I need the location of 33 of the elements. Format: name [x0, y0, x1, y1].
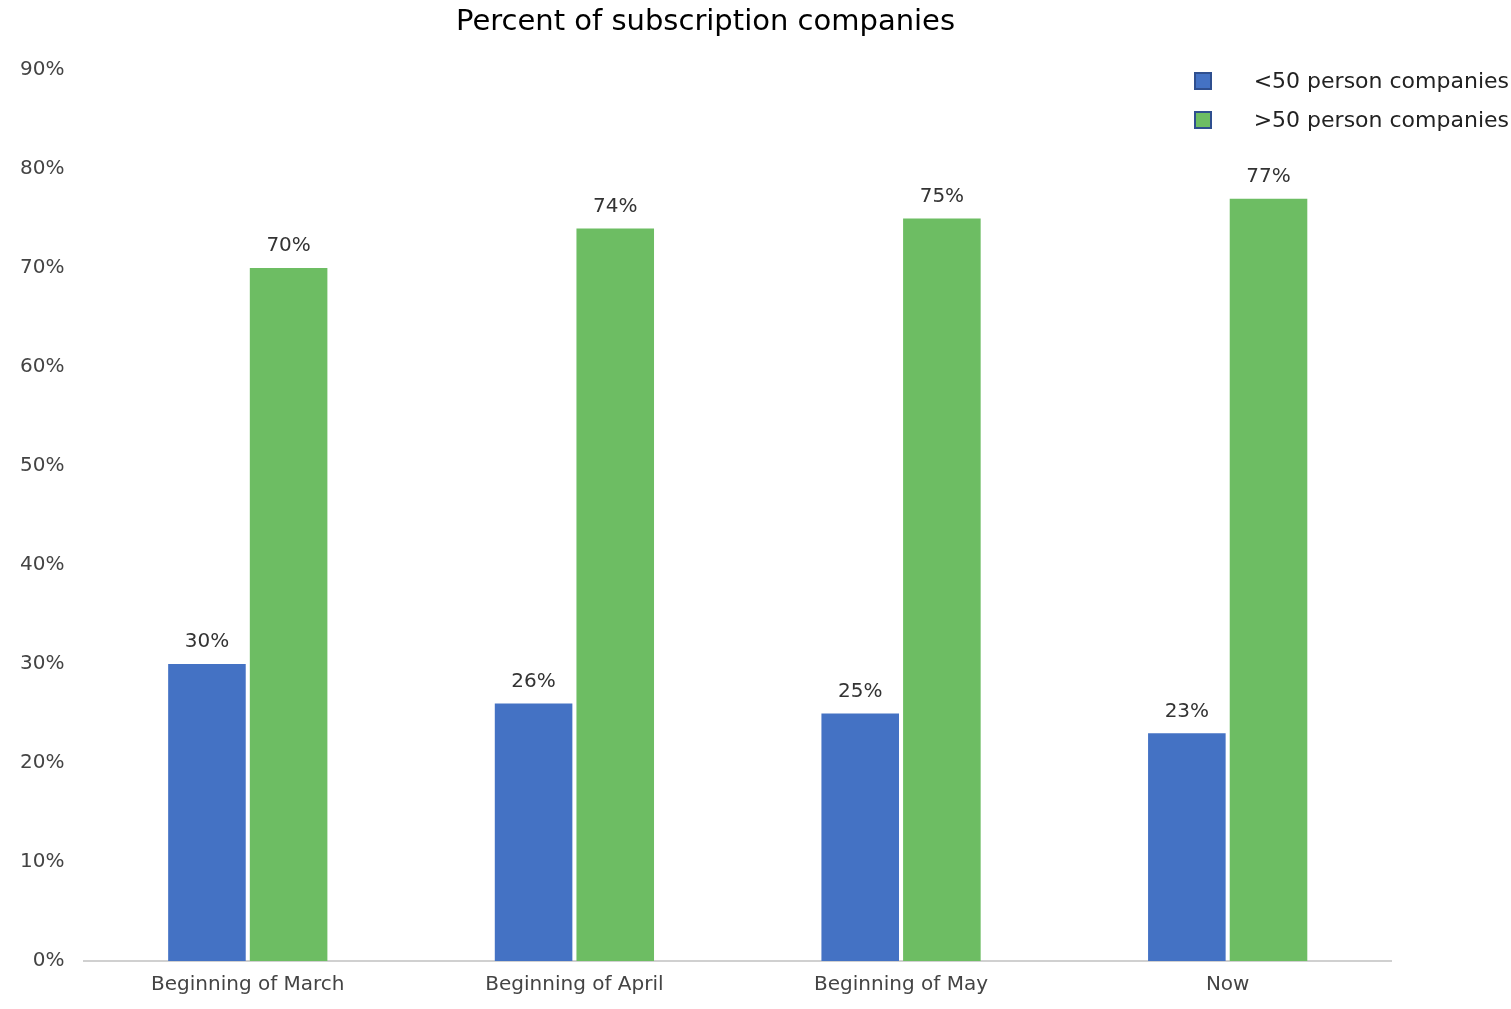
bar — [821, 713, 899, 961]
x-tick-label: Beginning of March — [151, 971, 345, 996]
data-label: 26% — [511, 667, 556, 692]
legend-label: >50 person companies — [1253, 107, 1509, 132]
data-label: 74% — [593, 192, 638, 217]
bar — [1229, 198, 1308, 961]
bar — [249, 268, 328, 961]
y-tick-label: 30% — [20, 650, 65, 675]
y-tick-label: 80% — [20, 155, 65, 180]
x-tick-label: Now — [1205, 971, 1250, 996]
x-tick-label: Beginning of May — [814, 971, 989, 996]
data-label: 77% — [1246, 162, 1291, 187]
y-tick-label: 0% — [32, 947, 65, 972]
bar — [903, 218, 981, 961]
y-tick-label: 10% — [20, 848, 65, 873]
y-tick-label: 40% — [20, 551, 65, 576]
data-label: 25% — [837, 677, 883, 702]
data-label: 30% — [184, 628, 230, 653]
bar — [494, 703, 573, 961]
bar — [576, 228, 655, 961]
data-label: 70% — [266, 232, 311, 257]
y-tick-label: 60% — [20, 353, 65, 378]
y-tick-label: 90% — [20, 56, 65, 81]
x-tick-label: Beginning of April — [485, 971, 664, 996]
chart-title: Percent of subscription companies — [454, 2, 957, 39]
bar — [168, 664, 246, 961]
legend-label: <50 person companies — [1253, 68, 1509, 93]
data-label: 23% — [1164, 697, 1210, 722]
bar — [1148, 733, 1226, 961]
y-tick-label: 50% — [20, 452, 65, 477]
data-label: 75% — [919, 182, 965, 207]
y-tick-label: 20% — [20, 749, 65, 774]
y-tick-label: 70% — [20, 254, 65, 279]
